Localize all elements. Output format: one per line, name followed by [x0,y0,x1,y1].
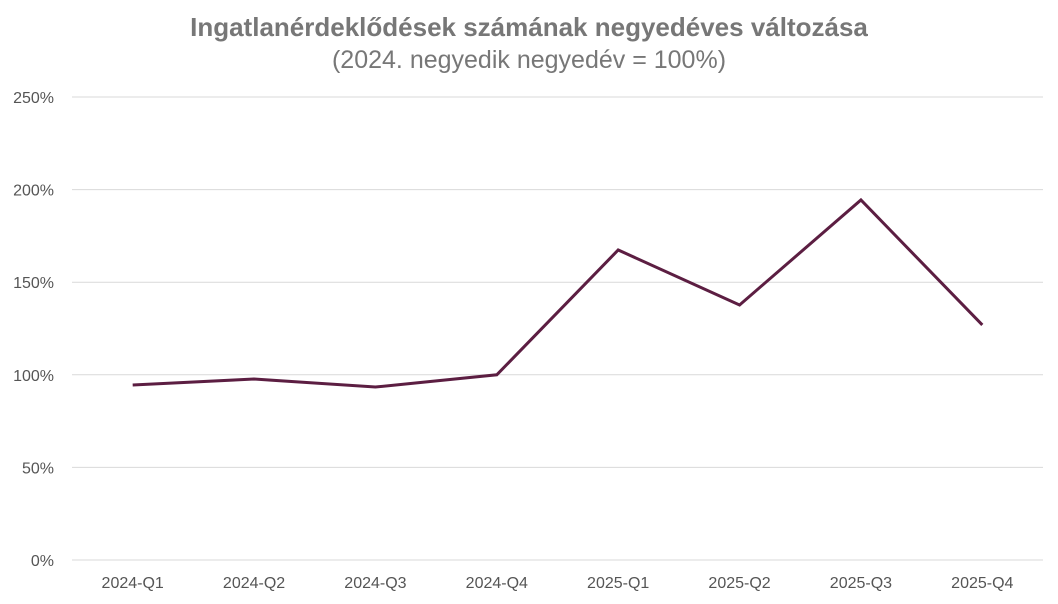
x-tick-label: 2024-Q3 [344,575,406,592]
x-tick-label: 2025-Q3 [830,575,892,592]
y-tick-label: 150% [13,275,54,292]
x-tick-label: 2024-Q1 [102,575,164,592]
x-tick-label: 2025-Q4 [951,575,1013,592]
y-tick-label: 0% [31,553,54,570]
x-tick-label: 2025-Q1 [587,575,649,592]
chart-title: Ingatlanérdeklődések számának negyedéves… [190,12,868,42]
x-tick-label: 2025-Q2 [708,575,770,592]
chart-subtitle: (2024. negyedik negyedév = 100%) [331,46,727,74]
x-tick-label: 2024-Q2 [223,575,285,592]
y-tick-label: 250% [13,90,54,107]
y-tick-label: 50% [22,460,54,477]
y-tick-label: 200% [13,183,54,200]
x-tick-label: 2024-Q4 [466,575,528,592]
y-tick-label: 100% [13,368,54,385]
series-line [132,197,984,389]
